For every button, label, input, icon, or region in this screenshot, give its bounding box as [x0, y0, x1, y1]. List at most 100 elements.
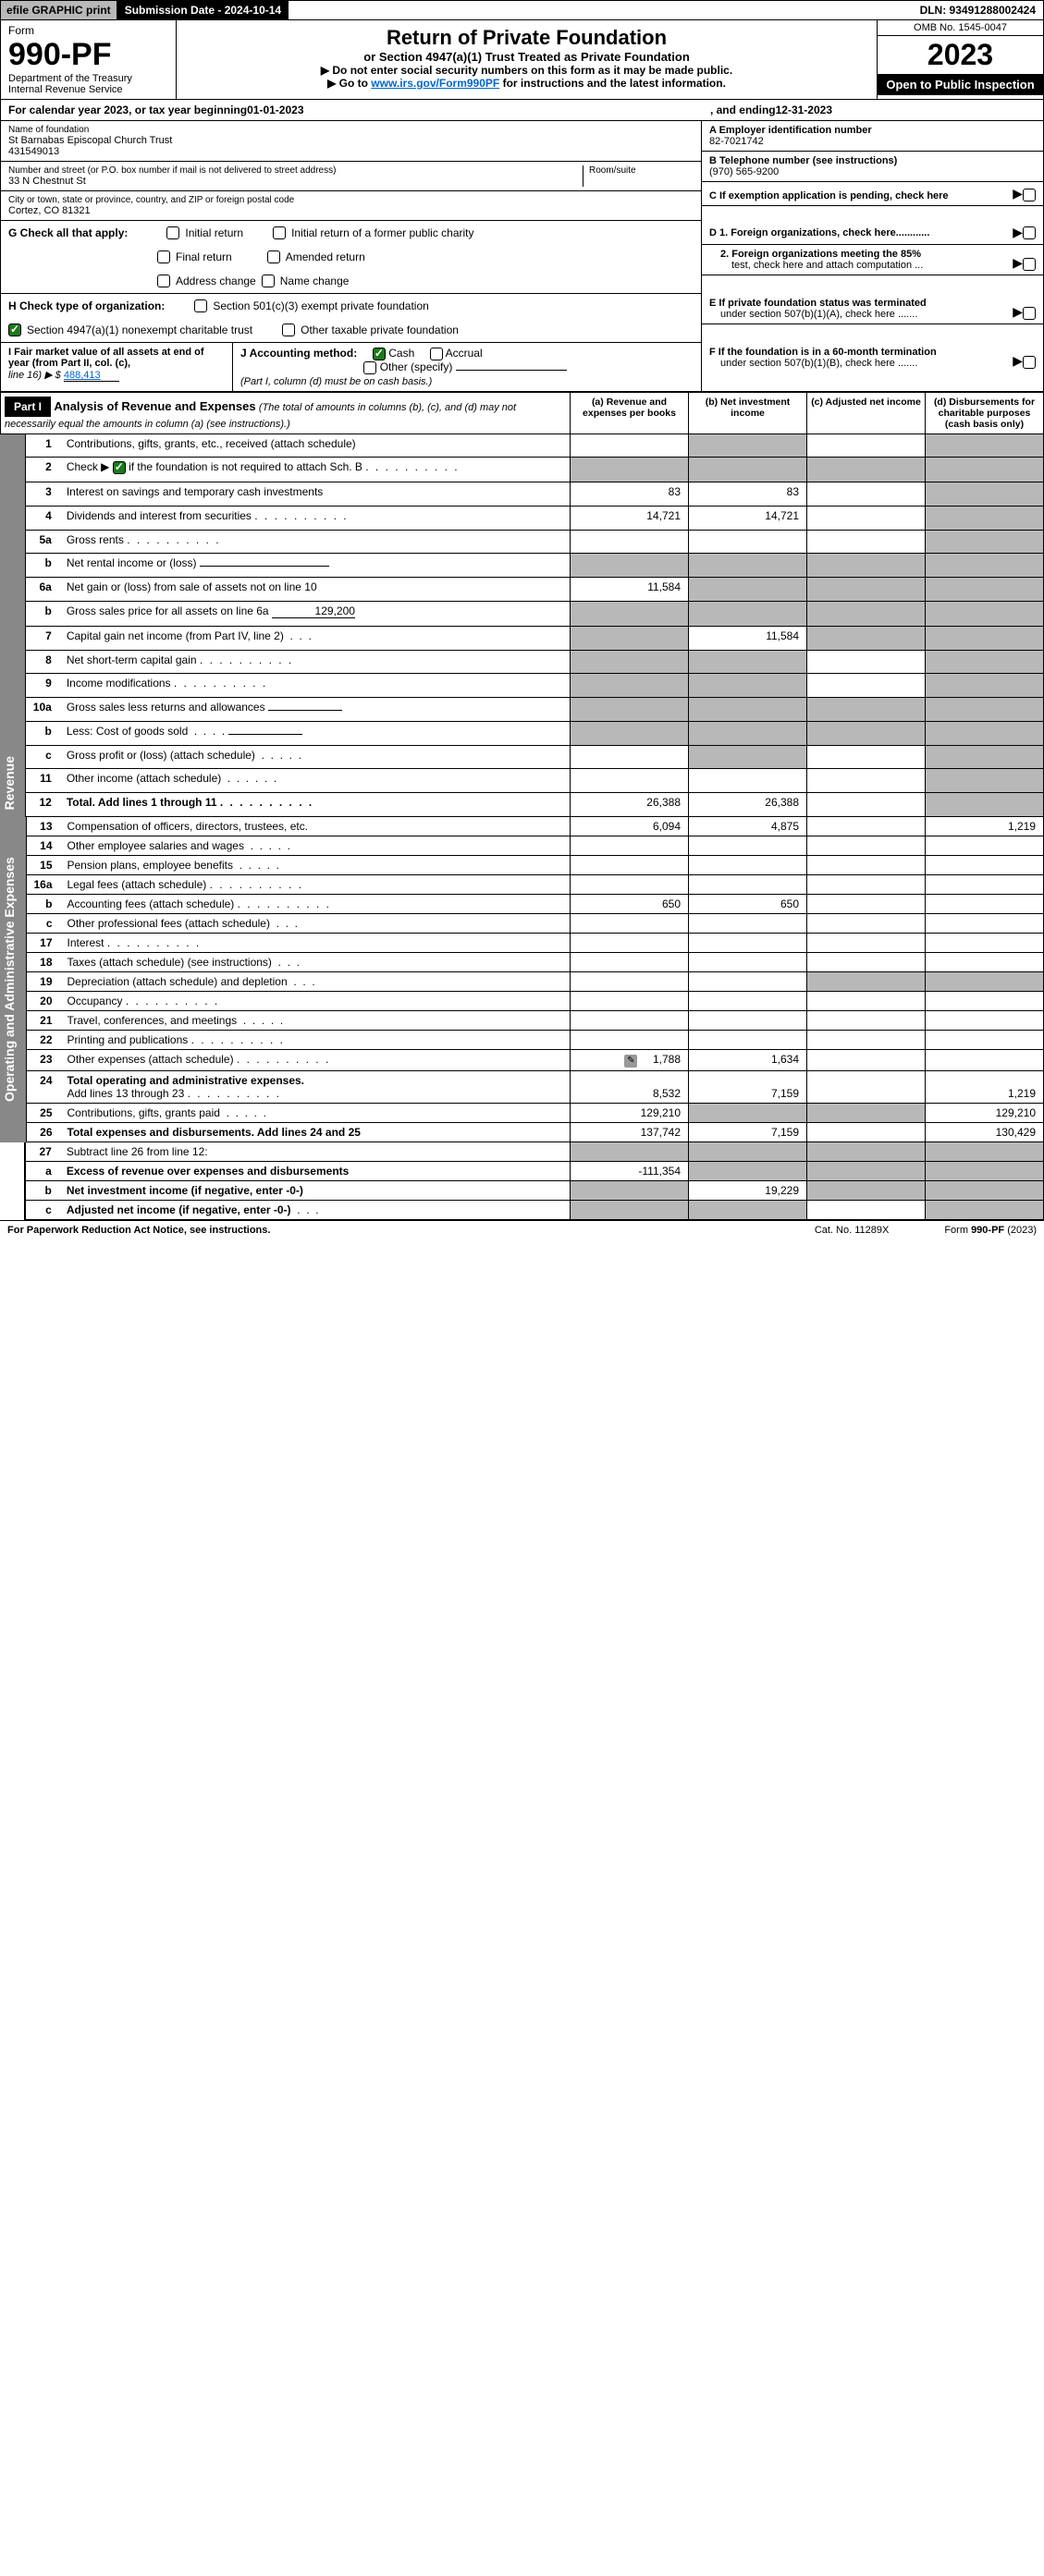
row-desc: Contributions, gifts, grants, etc., rece… [61, 434, 571, 458]
g-address-change-checkbox[interactable] [157, 275, 170, 287]
table-row: 1Contributions, gifts, grants, etc., rec… [26, 434, 1044, 458]
row-num: 27 [26, 1142, 61, 1162]
row-desc: Adjusted net income (if negative, enter … [61, 1201, 571, 1220]
row-desc: Capital gain net income (from Part IV, l… [61, 626, 571, 650]
phone-label: B Telephone number (see instructions) [709, 155, 1036, 166]
table-row: 16aLegal fees (attach schedule) [27, 875, 1044, 895]
row-desc: Gross sales less returns and allowances [61, 698, 571, 722]
box-c-label: C If exemption application is pending, c… [709, 190, 949, 201]
row-num: 17 [27, 934, 62, 953]
table-row: 5aGross rents [26, 530, 1044, 554]
fmv-value-link[interactable]: 488,413 [64, 370, 119, 382]
schb-checkbox[interactable] [113, 461, 126, 474]
val-b: 83 [689, 482, 807, 507]
h-501c3-checkbox[interactable] [194, 299, 207, 312]
row-num: 13 [27, 817, 62, 836]
revenue-label: Revenue [0, 749, 18, 817]
table-row: cGross profit or (loss) (attach schedule… [26, 745, 1044, 769]
row-num: 22 [27, 1031, 62, 1050]
table-row: 27Subtract line 26 from line 12: [26, 1142, 1044, 1162]
irs-label: Internal Revenue Service [8, 84, 168, 95]
j-cash-checkbox[interactable] [373, 348, 386, 360]
val-b: 4,875 [689, 817, 807, 836]
f-checkbox[interactable] [1023, 356, 1036, 369]
form990pf-link[interactable]: www.irs.gov/Form990PF [371, 77, 499, 90]
table-row: 22Printing and publications [27, 1031, 1044, 1050]
efile-print-button[interactable]: efile GRAPHIC print [1, 1, 117, 19]
part1-title: Analysis of Revenue and Expenses [54, 399, 255, 413]
g-o2: Initial return of a former public charit… [291, 226, 473, 239]
row-desc: Compensation of officers, directors, tru… [62, 817, 571, 836]
row-num: 15 [27, 856, 62, 875]
table-row: 3Interest on savings and temporary cash … [26, 482, 1044, 507]
row-desc: Printing and publications [62, 1031, 571, 1050]
addr-label: Number and street (or P.O. box number if… [8, 165, 583, 176]
h-other-taxable-checkbox[interactable] [282, 324, 295, 336]
foundation-id: 431549013 [8, 146, 694, 157]
d1-checkbox[interactable] [1023, 226, 1036, 239]
instr-pre: ▶ Go to [327, 77, 371, 90]
form-word: Form [8, 24, 168, 37]
row-num: 19 [27, 972, 62, 992]
j-cash: Cash [388, 347, 414, 360]
j-other-checkbox[interactable] [363, 361, 376, 374]
g-name-change-checkbox[interactable] [262, 275, 275, 287]
g-o4: Amended return [286, 250, 365, 263]
table-row: bLess: Cost of goods sold . . . . [26, 721, 1044, 745]
row-desc: Depreciation (attach schedule) and deple… [62, 972, 571, 992]
f-label-1: F If the foundation is in a 60-month ter… [709, 347, 937, 358]
col-d-header: (d) Disbursements for charitable purpose… [925, 393, 1043, 433]
r2-pre: Check ▶ [67, 460, 113, 473]
row-desc: Net gain or (loss) from sale of assets n… [61, 578, 571, 602]
g-amended-checkbox[interactable] [267, 250, 280, 263]
h-label: H Check type of organization: [8, 299, 165, 312]
val-d: 130,429 [926, 1123, 1044, 1142]
col-c-header: (c) Adjusted net income [806, 393, 925, 433]
form-footer: Form 990-PF (2023) [944, 1225, 1037, 1236]
j-accrual-checkbox[interactable] [430, 348, 443, 360]
val-b: 7,159 [689, 1071, 807, 1104]
d2-checkbox[interactable] [1023, 258, 1036, 271]
row-num: 23 [27, 1050, 62, 1071]
attachment-icon[interactable]: ✎ [624, 1055, 637, 1068]
row-desc: Income modifications [61, 674, 571, 698]
table-row: aExcess of revenue over expenses and dis… [26, 1162, 1044, 1181]
table-row: cAdjusted net income (if negative, enter… [26, 1201, 1044, 1220]
omb-number: OMB No. 1545-0047 [878, 20, 1043, 36]
row-num: 6a [26, 578, 61, 602]
row-desc: Occupancy [62, 992, 571, 1011]
row-desc: Net short-term capital gain [61, 650, 571, 674]
g-initial-return-checkbox[interactable] [166, 226, 179, 239]
form-title: Return of Private Foundation [182, 26, 871, 50]
val-d: 1,219 [926, 1071, 1044, 1104]
table-row: 14Other employee salaries and wages . . … [27, 836, 1044, 856]
row-num: b [27, 895, 62, 914]
row-desc: Total expenses and disbursements. Add li… [62, 1123, 571, 1142]
phone-value: (970) 565-9200 [709, 166, 1036, 177]
val-b: 1,634 [689, 1050, 807, 1071]
row-desc: Dividends and interest from securities [61, 506, 571, 530]
row-desc: Interest [62, 934, 571, 953]
ein-value: 82-7021742 [709, 136, 1036, 147]
row-num: 1 [26, 434, 61, 458]
box-c-checkbox[interactable] [1023, 189, 1036, 201]
j-other: Other (specify) [380, 360, 453, 373]
val-a: 650 [571, 895, 689, 914]
row-num: 16a [27, 875, 62, 895]
row-num: 26 [27, 1123, 62, 1142]
expenses-side-label: Operating and Administrative Expenses [0, 817, 26, 1142]
dln: DLN: 93491288002424 [913, 1, 1043, 19]
val-a: ✎ 1,788 [571, 1050, 689, 1071]
val-a: 8,532 [571, 1071, 689, 1104]
e-checkbox[interactable] [1023, 307, 1036, 320]
val-b: 26,388 [689, 793, 807, 817]
r6b-val: 129,200 [272, 604, 355, 618]
arrow-icon: ▶ [1013, 353, 1023, 369]
row-num: 7 [26, 626, 61, 650]
row-desc: Net investment income (if negative, ente… [61, 1181, 571, 1201]
g-final-return-checkbox[interactable] [157, 250, 170, 263]
g-initial-former-checkbox[interactable] [273, 226, 286, 239]
h-4947a1-checkbox[interactable] [8, 324, 21, 336]
row-num: 11 [26, 769, 61, 793]
calyear-begin: 01-01-2023 [247, 104, 303, 116]
